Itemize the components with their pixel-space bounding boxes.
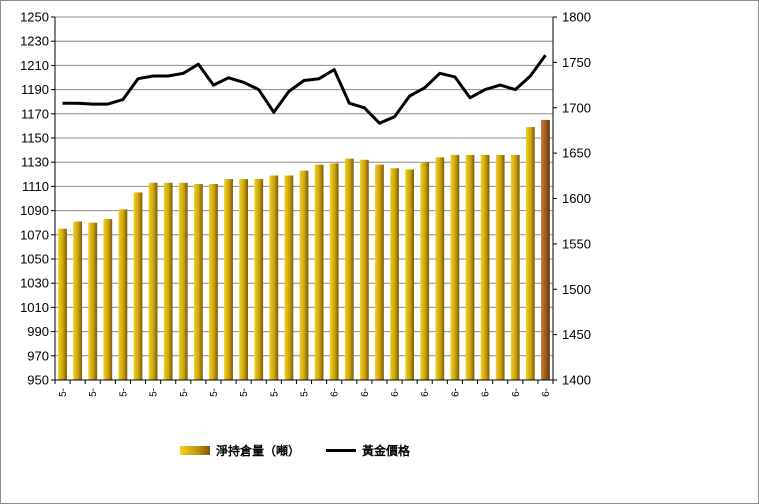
x-tick-label: 6- xyxy=(420,388,431,397)
x-tick-label: 6- xyxy=(330,388,341,397)
legend-label-price: 黃金價格 xyxy=(362,443,411,458)
bar xyxy=(178,182,188,380)
bar xyxy=(163,182,173,380)
left-tick-label: 1030 xyxy=(20,276,49,291)
legend-line-swatch xyxy=(326,448,357,452)
bar xyxy=(284,175,294,380)
bar-series xyxy=(58,119,550,380)
x-tick-label: 5- xyxy=(58,388,69,397)
left-tick-label: 1210 xyxy=(20,58,49,73)
x-tick-label: 6- xyxy=(511,388,522,397)
bar xyxy=(405,169,415,380)
right-tick-label: 1400 xyxy=(562,373,591,388)
legend-item-holdings: 淨持倉量（噸） xyxy=(180,442,300,459)
x-tick-label: 5- xyxy=(239,388,250,397)
bar xyxy=(209,183,218,380)
bar xyxy=(314,164,324,380)
bar xyxy=(465,154,475,380)
right-tick-label: 1500 xyxy=(562,282,591,297)
left-tick-label: 1250 xyxy=(20,10,49,25)
line-series xyxy=(62,54,547,125)
x-tick-label: 6- xyxy=(450,388,461,397)
bar xyxy=(118,209,128,380)
x-tick-label: 5- xyxy=(269,388,280,397)
bar xyxy=(269,175,279,380)
legend-item-price: 黃金價格 xyxy=(326,442,410,459)
left-tick-label: 1190 xyxy=(21,82,49,97)
legend: 淨持倉量（噸） 黃金價格 xyxy=(180,441,436,459)
left-tick-label: 1150 xyxy=(21,131,49,146)
bar xyxy=(224,179,233,380)
bar xyxy=(375,164,384,380)
bar xyxy=(329,163,339,380)
right-tick-label: 1700 xyxy=(562,100,591,115)
bar xyxy=(495,154,505,380)
bar xyxy=(510,154,520,380)
bar xyxy=(133,192,143,380)
left-tick-label: 1070 xyxy=(20,227,49,242)
right-tick-label: 1600 xyxy=(562,191,591,206)
x-tick-label: 6- xyxy=(541,388,552,397)
left-tick-label: 1130 xyxy=(21,155,49,170)
bar xyxy=(344,158,354,380)
bar xyxy=(73,221,83,380)
left-y-axis: 950 970 990 1010 1030 1050 1070 1090 1110 1130 115… xyxy=(20,10,55,388)
bar xyxy=(148,182,158,380)
bar xyxy=(239,179,249,380)
right-tick-label: 1550 xyxy=(562,236,591,251)
bar xyxy=(390,168,399,380)
bar xyxy=(58,228,67,380)
left-tick-label: 1170 xyxy=(21,106,49,121)
bar xyxy=(193,183,203,380)
bar xyxy=(88,222,98,380)
bar xyxy=(435,157,445,380)
x-tick-label: 5- xyxy=(179,388,190,397)
right-tick-label: 1450 xyxy=(562,327,591,342)
x-tick-label: 5- xyxy=(149,388,160,397)
bar xyxy=(103,219,113,380)
right-tick-label: 1800 xyxy=(562,10,591,25)
right-tick-label: 1650 xyxy=(562,146,591,161)
right-tick-label: 1750 xyxy=(562,55,591,70)
legend-bar-swatch xyxy=(180,445,210,455)
x-tick-label: 5- xyxy=(118,388,129,397)
left-tick-label: 1090 xyxy=(20,203,49,218)
left-tick-label: 1010 xyxy=(20,300,49,315)
bar xyxy=(450,154,460,380)
price-line xyxy=(62,54,547,125)
bar xyxy=(480,154,490,380)
x-tick-label: 6- xyxy=(390,388,401,397)
x-tick-label: 6- xyxy=(360,388,371,397)
left-tick-label: 950 xyxy=(27,373,49,388)
left-tick-label: 990 xyxy=(27,324,49,339)
bar xyxy=(525,127,535,380)
bar xyxy=(299,170,309,380)
bar xyxy=(359,159,369,380)
x-tick-label: 5- xyxy=(300,388,311,397)
bar xyxy=(541,119,550,380)
x-tick-label: 5- xyxy=(88,388,99,397)
left-tick-label: 1230 xyxy=(20,34,49,49)
left-tick-label: 1110 xyxy=(22,179,49,194)
legend-label-holdings: 淨持倉量（噸） xyxy=(216,443,301,458)
right-y-axis: 1400 1450 1500 1550 1600 1650 1700 1750 1800 xyxy=(553,10,591,388)
left-tick-label: 970 xyxy=(27,348,49,363)
bar xyxy=(420,162,430,380)
bar xyxy=(254,179,264,380)
x-axis: 5- 5- 5- 5- 5- 5- 5- 5- 5- 6- 6- 6- 6- 6- 6- 6- 6- xyxy=(54,380,554,397)
x-tick-label: 6- xyxy=(481,388,492,397)
x-tick-label: 5- xyxy=(209,388,220,397)
left-tick-label: 1050 xyxy=(20,252,49,267)
